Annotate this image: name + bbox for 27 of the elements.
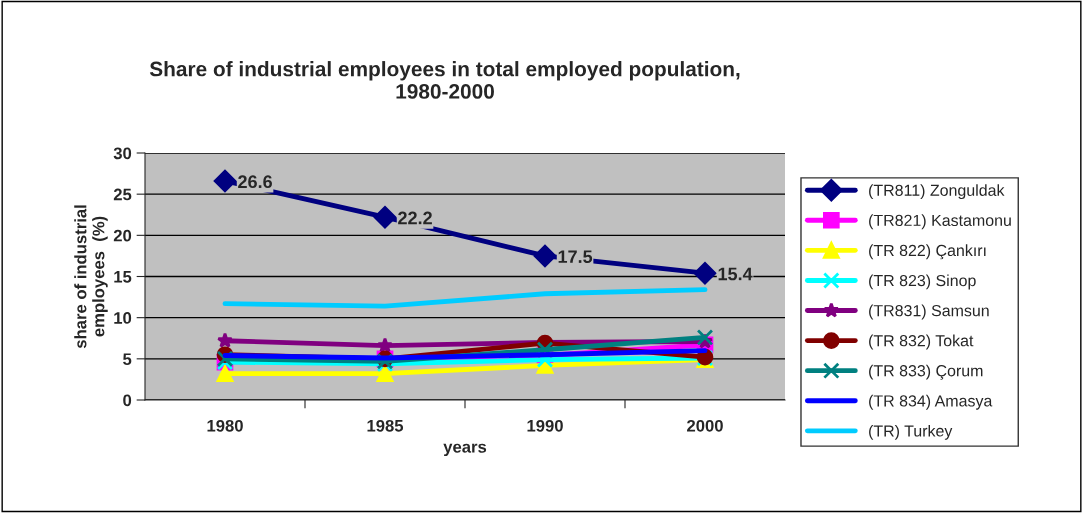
x-tick-label: 1990: [527, 419, 563, 432]
legend-label: (TR 832) Tokat: [869, 334, 974, 350]
y-tick-label: 0: [123, 394, 132, 407]
data-label: 15.4: [718, 267, 753, 281]
data-label: 17.5: [558, 250, 593, 264]
y-tick-label: 30: [113, 147, 132, 160]
y-axis-title: share of industrial employees (%): [74, 205, 108, 349]
data-label: 26.6: [238, 175, 272, 189]
legend-label: (TR 834) Amasya: [869, 394, 993, 410]
y-tick-label: 5: [123, 353, 132, 366]
y-tick-label: 25: [113, 188, 132, 201]
y-tick-label: 20: [113, 229, 132, 242]
x-tick-label: 1980: [207, 419, 243, 432]
legend-label: (TR 822) Çankırı: [869, 244, 986, 260]
y-tick-label: 15: [114, 271, 132, 283]
legend-label: (TR 833) Çorum: [869, 364, 983, 380]
legend-label: (TR821) Kastamonu: [869, 214, 1011, 230]
y-tick-label: 10: [114, 312, 132, 324]
legend-label: (TR811) Zonguldak: [869, 184, 1005, 200]
x-tick-label: 1985: [367, 419, 404, 432]
chart-title: Share of industrial employees in total employed population, 1980-2000: [149, 61, 740, 99]
x-axis-title: years: [443, 443, 487, 457]
legend-label: (TR 823) Sinop: [869, 274, 976, 290]
x-tick-label: 2000: [687, 419, 723, 432]
legend-label: (TR) Turkey: [869, 424, 953, 440]
data-label: 22.2: [398, 211, 432, 225]
legend-label: (TR831) Samsun: [869, 304, 989, 320]
